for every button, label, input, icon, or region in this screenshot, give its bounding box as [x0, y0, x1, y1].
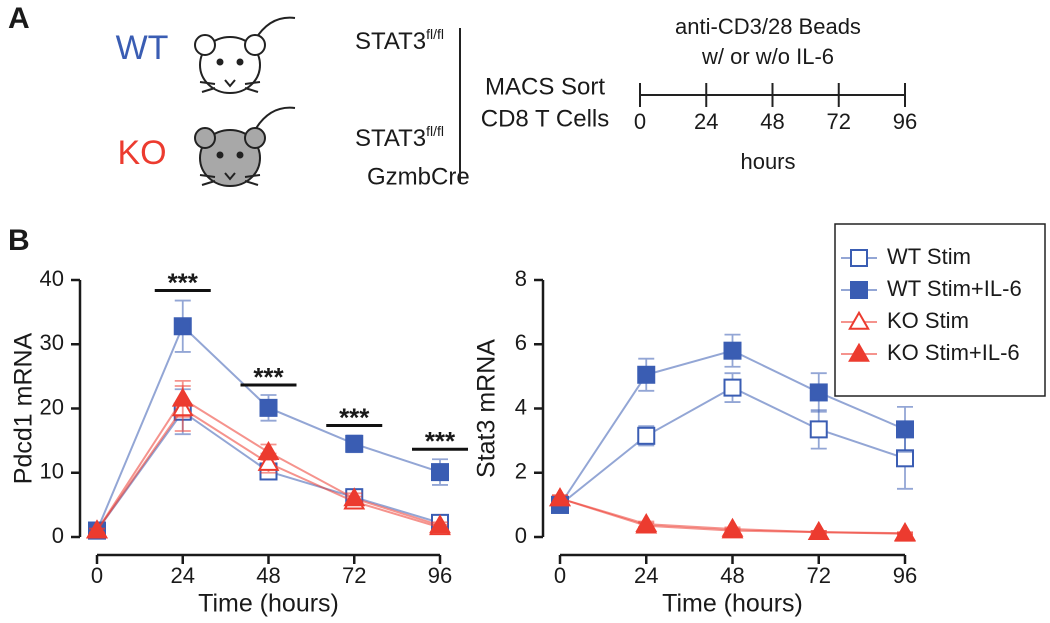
series-line: [96, 324, 441, 531]
marker: [850, 281, 868, 299]
marker: [345, 434, 364, 453]
legend-label: KO Stim: [887, 308, 969, 333]
marker: [848, 310, 870, 330]
series-line: [559, 386, 906, 506]
ko-genotype-line2: GzmbCre: [367, 163, 470, 190]
y-tick-label: 10: [40, 459, 64, 484]
x-tick-label: 96: [893, 563, 917, 588]
significance-label: ***: [253, 362, 284, 392]
marker: [850, 249, 868, 267]
gene: STAT3: [355, 28, 426, 55]
wt-mouse: [194, 16, 296, 94]
marker: [637, 426, 656, 445]
timeline-tick-label: 24: [694, 109, 718, 134]
legend-label: WT Stim: [887, 244, 971, 269]
timeline-tick-label: 0: [634, 109, 646, 134]
x-tick-label: 72: [807, 563, 831, 588]
marker: [86, 519, 108, 539]
superscript: fl/fl: [426, 123, 444, 139]
x-axis-label: Time (hours): [198, 590, 339, 618]
significance-label: ***: [339, 402, 370, 432]
ko-mouse: [194, 106, 296, 187]
y-tick-label: 8: [515, 266, 527, 291]
marker: [894, 521, 916, 541]
x-axis-label: Time (hours): [662, 590, 803, 618]
stim-text: anti-CD3/28 Beads: [675, 14, 861, 39]
y-tick-label: 2: [515, 459, 527, 484]
y-tick-label: 0: [52, 523, 64, 548]
timeline-tick-label: 96: [893, 109, 917, 134]
panel-label: A: [8, 2, 30, 35]
wt-genotype: STAT3fl/fl: [355, 26, 444, 56]
y-tick-label: 30: [40, 330, 64, 355]
y-axis-label: Pdcd1 mRNA: [10, 332, 38, 484]
legend-label: WT Stim+IL-6: [887, 276, 1022, 301]
y-tick-label: 20: [40, 394, 64, 419]
x-tick-label: 0: [91, 563, 103, 588]
x-tick-label: 48: [256, 563, 280, 588]
stim-text: w/ or w/o IL-6: [701, 44, 834, 69]
marker: [637, 365, 656, 384]
marker: [635, 512, 658, 532]
marker: [848, 342, 870, 362]
timeline-unit: hours: [740, 149, 795, 174]
significance-label: ***: [425, 426, 456, 456]
marker: [809, 420, 828, 439]
y-tick-label: 4: [515, 394, 527, 419]
timeline-tick-label: 48: [760, 109, 784, 134]
marker: [723, 341, 742, 360]
x-tick-label: 96: [428, 563, 452, 588]
significance-label: ***: [168, 267, 199, 297]
x-tick-label: 72: [342, 563, 366, 588]
marker: [429, 514, 451, 534]
marker: [259, 398, 278, 417]
marker: [723, 378, 742, 397]
y-axis-label: Stat3 mRNA: [473, 339, 501, 478]
sort-text: MACS Sort: [485, 73, 605, 100]
superscript: fl/fl: [426, 26, 444, 42]
ko-genotype: STAT3fl/fl: [355, 123, 444, 153]
marker: [257, 440, 280, 460]
marker: [343, 487, 366, 507]
x-tick-label: 24: [171, 563, 195, 588]
ko-label: KO: [117, 134, 166, 172]
sort-text: CD8 T Cells: [481, 105, 609, 132]
wt-label: WT: [116, 29, 169, 67]
marker: [257, 451, 280, 471]
marker: [173, 317, 192, 336]
chart: 0 10 20 30 40 0 24 48 72 96 Time (hours) Pdcd1 mRNA…: [10, 266, 468, 618]
marker: [549, 487, 571, 507]
x-tick-label: 24: [634, 563, 658, 588]
timeline: 0 24 48 72 96: [634, 83, 917, 134]
marker: [431, 463, 449, 482]
x-tick-label: 48: [720, 563, 744, 588]
y-tick-label: 40: [40, 266, 64, 291]
legend-box: [834, 223, 1046, 397]
y-tick-label: 0: [515, 523, 527, 548]
legend-label: KO Stim+IL-6: [887, 340, 1020, 365]
gene: STAT3: [355, 125, 426, 152]
marker: [807, 520, 830, 540]
marker: [896, 420, 914, 439]
timeline-tick-label: 72: [827, 109, 851, 134]
y-tick-label: 6: [515, 330, 527, 355]
marker: [171, 387, 194, 407]
panel-label: B: [8, 224, 30, 257]
marker: [809, 383, 828, 402]
x-tick-label: 0: [554, 563, 566, 588]
marker: [721, 517, 744, 537]
